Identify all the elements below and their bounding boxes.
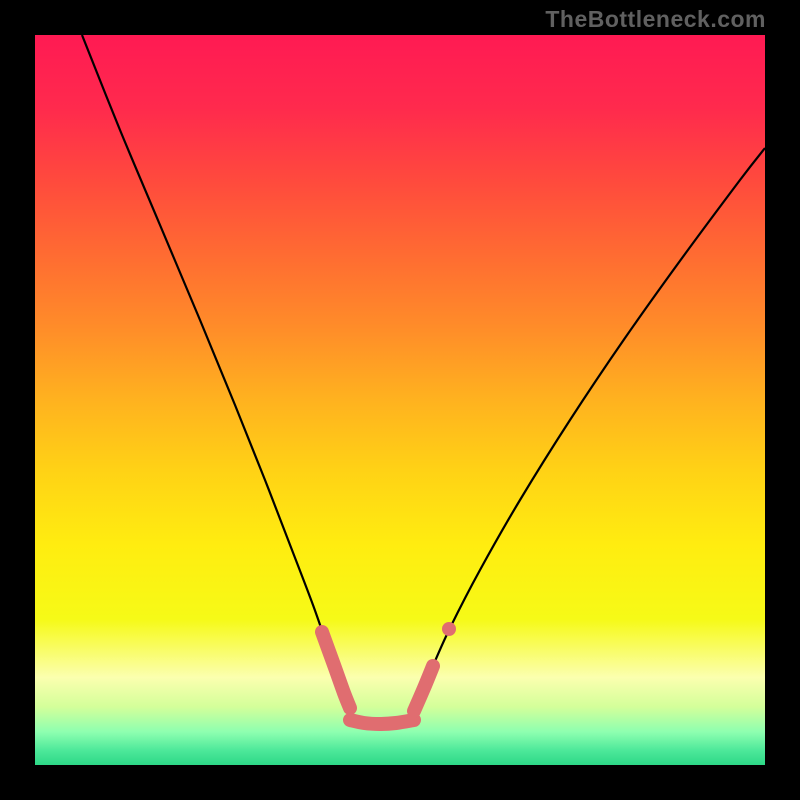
watermark-text: TheBottleneck.com xyxy=(545,6,766,33)
optimal-region-left-arm xyxy=(322,632,350,708)
optimal-region-right-dot xyxy=(442,622,456,636)
optimal-region-trough xyxy=(350,720,414,724)
optimal-region-right-arm xyxy=(414,666,433,711)
bottleneck-curve-right xyxy=(415,148,765,708)
chart-svg xyxy=(0,0,800,800)
bottleneck-curve-left xyxy=(82,35,350,708)
